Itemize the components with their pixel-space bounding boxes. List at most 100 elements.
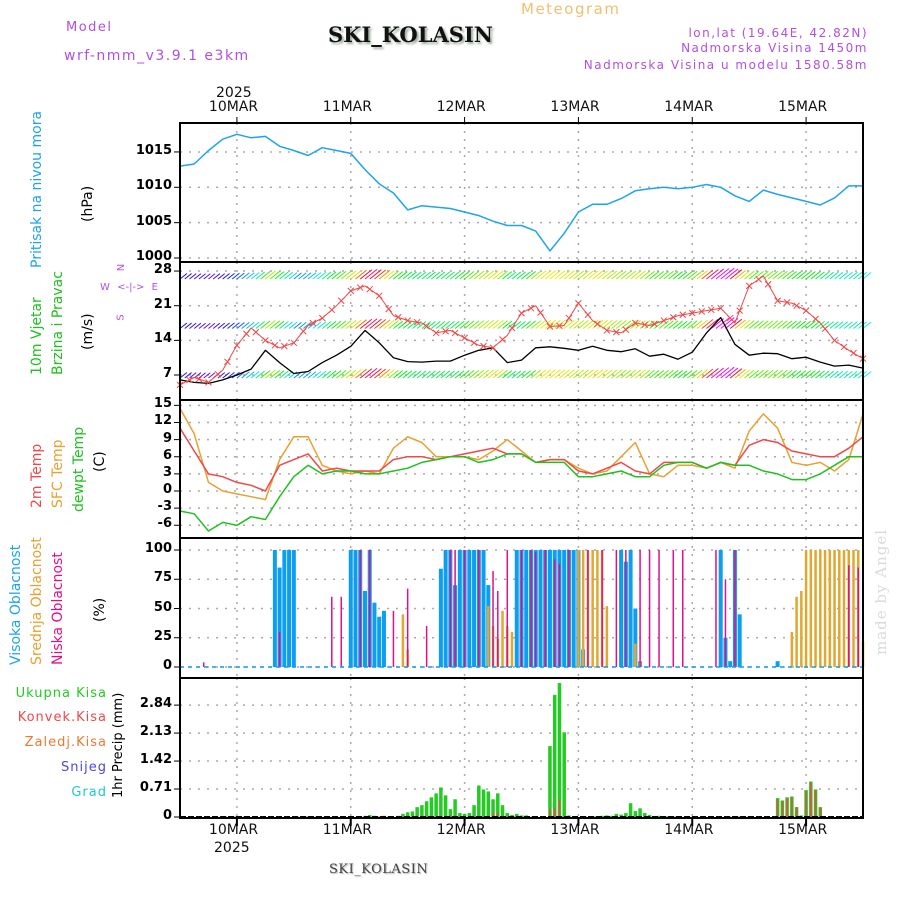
wind-arrow (236, 322, 245, 329)
cloud-mid-bar (838, 550, 841, 667)
wind-arrow (582, 319, 594, 329)
wind-arrow (450, 320, 460, 329)
wind-arrow (421, 321, 431, 329)
wind-arrow (592, 270, 604, 280)
wind-arrow (383, 319, 395, 329)
wind-arrow (625, 369, 637, 379)
wind-arrow (763, 320, 774, 329)
wind-arrow (284, 271, 294, 280)
wind-max-marker (755, 275, 763, 283)
wind-arrow (616, 270, 627, 280)
wind-arrow (535, 319, 547, 329)
wind-max-marker (195, 375, 203, 383)
wind-arrow (179, 273, 188, 280)
wind-max-marker (622, 326, 630, 333)
sfc-temp-line (179, 407, 864, 501)
elevation-info: Nadmorska Visina 1450m (681, 41, 868, 55)
wind-max-marker (631, 319, 639, 327)
wind-max-marker (556, 322, 563, 330)
wind-arrow (696, 369, 708, 379)
wind-arrow (241, 322, 250, 329)
wind-max-marker (774, 297, 781, 305)
top-year-label: 2025 (216, 85, 252, 101)
wind-arrow (810, 370, 821, 379)
wind-arrow (265, 369, 276, 379)
cloud-low-bar (463, 550, 466, 667)
wind-arrow (435, 320, 446, 329)
wind-arrow (369, 269, 382, 280)
wind-arrow (838, 370, 849, 379)
precip-total-bar (477, 785, 481, 817)
precip-total-bar (439, 787, 443, 817)
cloud-y-tick-label: 50 (153, 599, 172, 615)
wind-max-marker (489, 344, 497, 352)
wind-arrow (397, 271, 408, 280)
cloud-low-bar (449, 550, 452, 667)
wind-arrow (359, 368, 373, 379)
wind-arrow (227, 272, 235, 280)
precip-total-bar (481, 789, 486, 817)
wind-arrow (720, 366, 735, 379)
wind-arrow (288, 272, 298, 280)
wind-arrow (668, 320, 679, 329)
precip-y-tick-label: 1.42 (139, 752, 172, 768)
cloud-low-bar (587, 550, 589, 667)
wind-arrow (212, 273, 221, 280)
wind-arrow (303, 321, 312, 329)
cloud-high-bar (348, 550, 353, 667)
wind-max-marker (745, 282, 753, 290)
pressure-y-tick-label: 1010 (135, 178, 172, 194)
wind-arrow (772, 369, 783, 379)
bottom-date-label: 14MAR (664, 822, 714, 838)
wind-arrow (796, 271, 807, 280)
wind-arrow (658, 369, 669, 379)
precip-total-bar (638, 808, 642, 817)
wind-arrow (321, 321, 332, 329)
precip-total-bar (500, 805, 505, 817)
wind-arrow (597, 319, 609, 329)
wind-arrow (573, 320, 585, 329)
cloud-low-bar (340, 596, 343, 667)
wind-arrow (777, 270, 788, 280)
wind-max-marker (309, 319, 317, 327)
precip-total-bar (467, 813, 472, 817)
wind-arrow (459, 271, 470, 280)
bottom-year-label: 2025 (214, 840, 250, 856)
wind-arrow (336, 369, 347, 379)
wind-arrow (326, 370, 337, 379)
wind-arrow (525, 370, 536, 379)
top-date-label: 15MAR (778, 99, 828, 115)
wind-arrow (782, 370, 793, 379)
wind-arrow (193, 372, 202, 379)
precip-total-bar (415, 807, 419, 817)
wind-arrow (431, 370, 441, 379)
cloud-high-bar (737, 614, 742, 667)
wind-arrow (483, 319, 495, 329)
wind-arrow (582, 270, 594, 280)
wind-arrows (179, 267, 872, 379)
wind-arrow (801, 320, 811, 329)
wind-arrow (767, 320, 779, 329)
wind-arrow (691, 369, 703, 379)
cloud-low-bar (497, 590, 499, 667)
wind-arrow (340, 270, 352, 280)
wind-arrow (435, 370, 446, 379)
wind-arrow (179, 372, 188, 379)
wind-arrow (340, 320, 352, 329)
wind-max-marker (707, 306, 715, 314)
wind-arrow (668, 271, 679, 280)
wind-arrow (217, 273, 226, 280)
precip-total-bar (429, 797, 434, 817)
wind-arrow (848, 370, 858, 379)
wind-arrow (829, 370, 839, 379)
wind-arrow (260, 370, 271, 379)
wind-arrow (739, 319, 751, 329)
wind-arrow (364, 268, 378, 280)
wind-arrow (601, 369, 613, 379)
precip-total-bar (624, 813, 628, 817)
wind-arrow (279, 321, 289, 329)
wind-arrow (440, 271, 451, 280)
precip-conv-bar (791, 797, 793, 817)
wind-arrow (516, 271, 526, 280)
wind-arrow (189, 372, 197, 379)
